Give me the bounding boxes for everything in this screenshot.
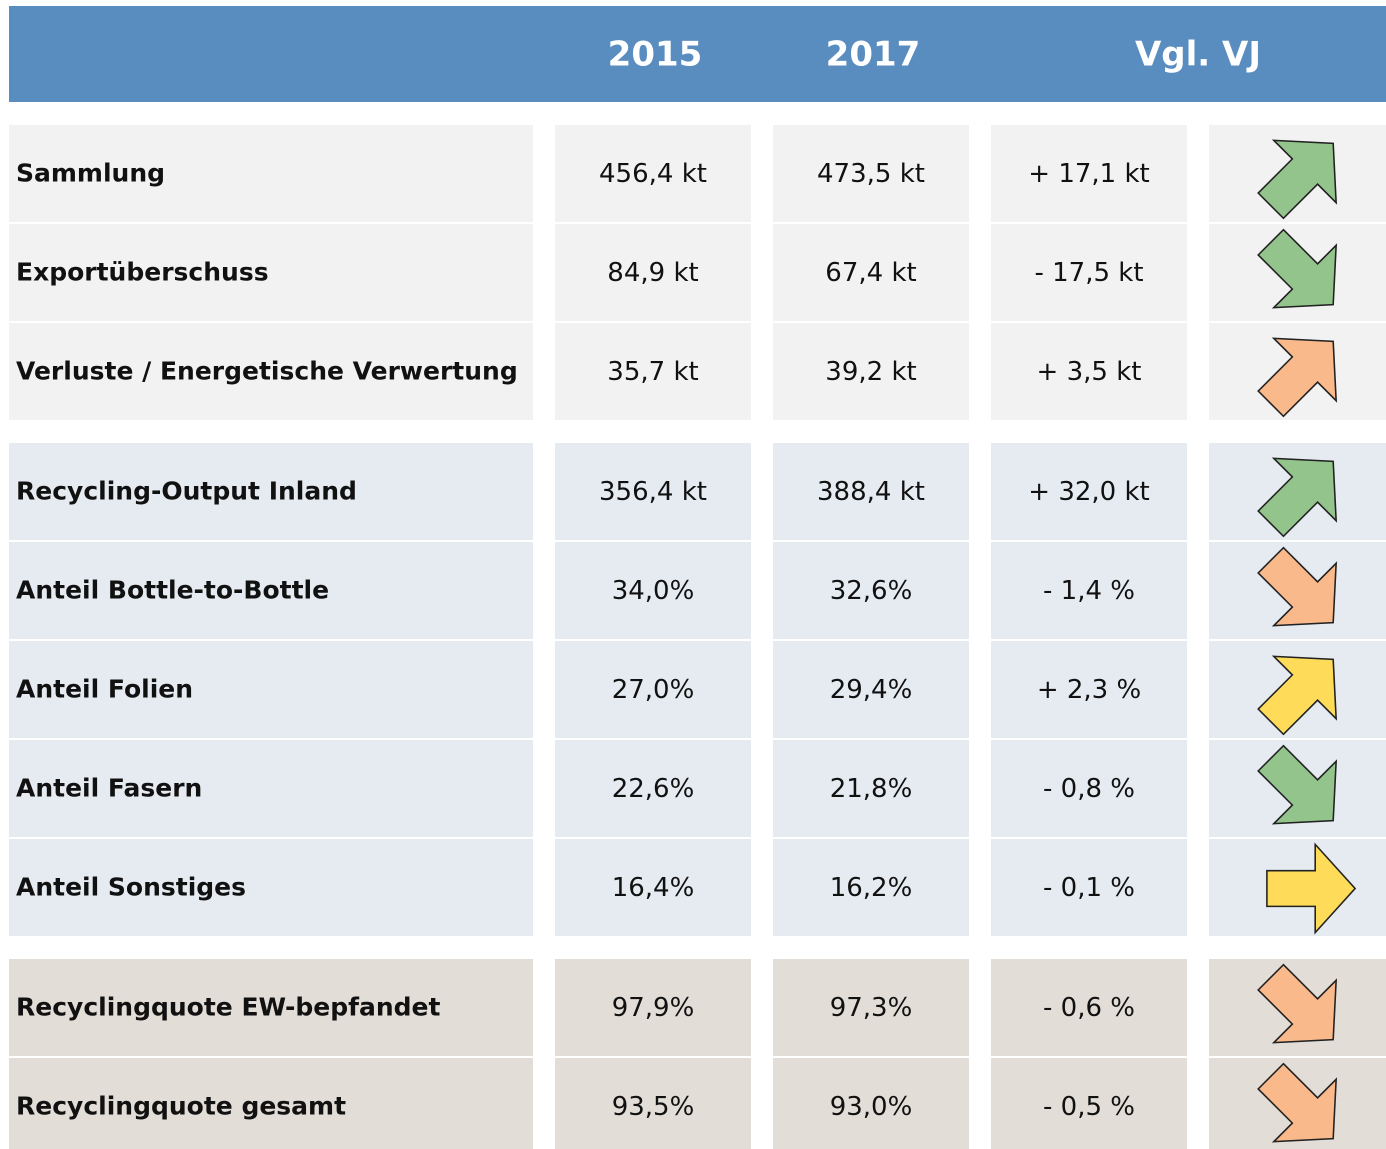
cell-bg: [555, 443, 751, 540]
value-cell: 16,4%: [612, 873, 695, 903]
value-cell: 93,0%: [830, 1092, 913, 1122]
value-cell: 16,2%: [830, 873, 913, 903]
cell-bg: [991, 839, 1187, 936]
value-cell: 27,0%: [612, 675, 695, 705]
value-cell: 84,9 kt: [607, 258, 698, 288]
trend-arrow: [1257, 655, 1338, 736]
value-cell: 32,6%: [830, 576, 913, 606]
value-cell: 34,0%: [612, 576, 695, 606]
value-cell: + 32,0 kt: [1028, 477, 1149, 507]
cell-bg: [555, 323, 751, 420]
cell-bg: [555, 839, 751, 936]
value-cell: - 0,6 %: [1043, 993, 1135, 1023]
value-cell: 67,4 kt: [825, 258, 916, 288]
trend-arrow: [1257, 337, 1338, 418]
trend-arrow: [1257, 546, 1338, 627]
cell-bg: [555, 125, 751, 222]
row-label: Anteil Sonstiges: [16, 873, 246, 902]
cell-bg: [773, 1058, 969, 1149]
value-cell: 356,4 kt: [599, 477, 707, 507]
value-cell: + 2,3 %: [1037, 675, 1141, 705]
cell-bg: [991, 740, 1187, 837]
cell-bg: [773, 542, 969, 639]
value-cell: + 17,1 kt: [1028, 159, 1149, 189]
cell-bg: [773, 224, 969, 321]
cell-bg: [555, 740, 751, 837]
cell-bg: [555, 641, 751, 738]
trend-arrow: [1257, 457, 1338, 538]
row-label: Anteil Folien: [16, 675, 193, 704]
header-cell: Vgl. VJ: [1135, 35, 1261, 75]
trend-arrow: [1257, 963, 1338, 1044]
cell-bg: [9, 959, 533, 1056]
cell-bg: [991, 1058, 1187, 1149]
value-cell: 97,3%: [830, 993, 913, 1023]
value-cell: 39,2 kt: [825, 357, 916, 387]
row-label: Recyclingquote gesamt: [16, 1092, 346, 1121]
cell-bg: [773, 959, 969, 1056]
value-cell: 29,4%: [830, 675, 913, 705]
cell-bg: [555, 542, 751, 639]
cell-bg: [991, 323, 1187, 420]
value-cell: 97,9%: [612, 993, 695, 1023]
cell-bg: [991, 443, 1187, 540]
row-label: Verluste / Energetische Verwertung: [16, 357, 518, 386]
trend-arrow: [1266, 842, 1357, 935]
row-label: Anteil Bottle-to-Bottle: [16, 576, 329, 605]
value-cell: - 1,4 %: [1043, 576, 1135, 606]
value-cell: 388,4 kt: [817, 477, 925, 507]
cell-bg: [773, 443, 969, 540]
cell-bg: [9, 641, 533, 738]
cell-bg: [991, 542, 1187, 639]
value-cell: 22,6%: [612, 774, 695, 804]
trend-arrow: [1257, 1062, 1338, 1143]
trend-arrow: [1257, 228, 1338, 309]
cell-bg: [991, 641, 1187, 738]
cell-bg: [9, 839, 533, 936]
cell-bg: [773, 125, 969, 222]
trend-arrow: [1257, 744, 1338, 825]
cell-bg: [773, 323, 969, 420]
cell-bg: [991, 125, 1187, 222]
cell-bg: [9, 323, 533, 420]
row-label: Sammlung: [16, 159, 165, 188]
cell-bg: [9, 125, 533, 222]
cell-bg: [773, 641, 969, 738]
row-label: Recyclingquote EW-bepfandet: [16, 993, 441, 1022]
value-cell: 21,8%: [830, 774, 913, 804]
row-label: Recycling-Output Inland: [16, 477, 357, 506]
value-cell: - 17,5 kt: [1034, 258, 1143, 288]
header-band: [9, 6, 1386, 102]
cell-bg: [9, 443, 533, 540]
value-cell: 473,5 kt: [817, 159, 925, 189]
value-cell: - 0,1 %: [1043, 873, 1135, 903]
value-cell: - 0,5 %: [1043, 1092, 1135, 1122]
value-cell: 35,7 kt: [607, 357, 698, 387]
value-cell: + 3,5 kt: [1037, 357, 1142, 387]
cell-bg: [9, 740, 533, 837]
cell-bg: [555, 1058, 751, 1149]
row-label: Exportüberschuss: [16, 258, 269, 287]
trend-arrow: [1257, 139, 1338, 220]
cell-bg: [991, 224, 1187, 321]
cell-bg: [555, 959, 751, 1056]
cell-bg: [9, 1058, 533, 1149]
cell-bg: [555, 224, 751, 321]
header-cell: 2015: [608, 35, 703, 75]
cell-bg: [9, 542, 533, 639]
value-cell: 456,4 kt: [599, 159, 707, 189]
cell-bg: [773, 839, 969, 936]
value-cell: 93,5%: [612, 1092, 695, 1122]
header-cell: 2017: [826, 35, 921, 75]
row-label: Anteil Fasern: [16, 774, 202, 803]
cell-bg: [991, 959, 1187, 1056]
cell-bg: [773, 740, 969, 837]
cell-bg: [9, 224, 533, 321]
value-cell: - 0,8 %: [1043, 774, 1135, 804]
